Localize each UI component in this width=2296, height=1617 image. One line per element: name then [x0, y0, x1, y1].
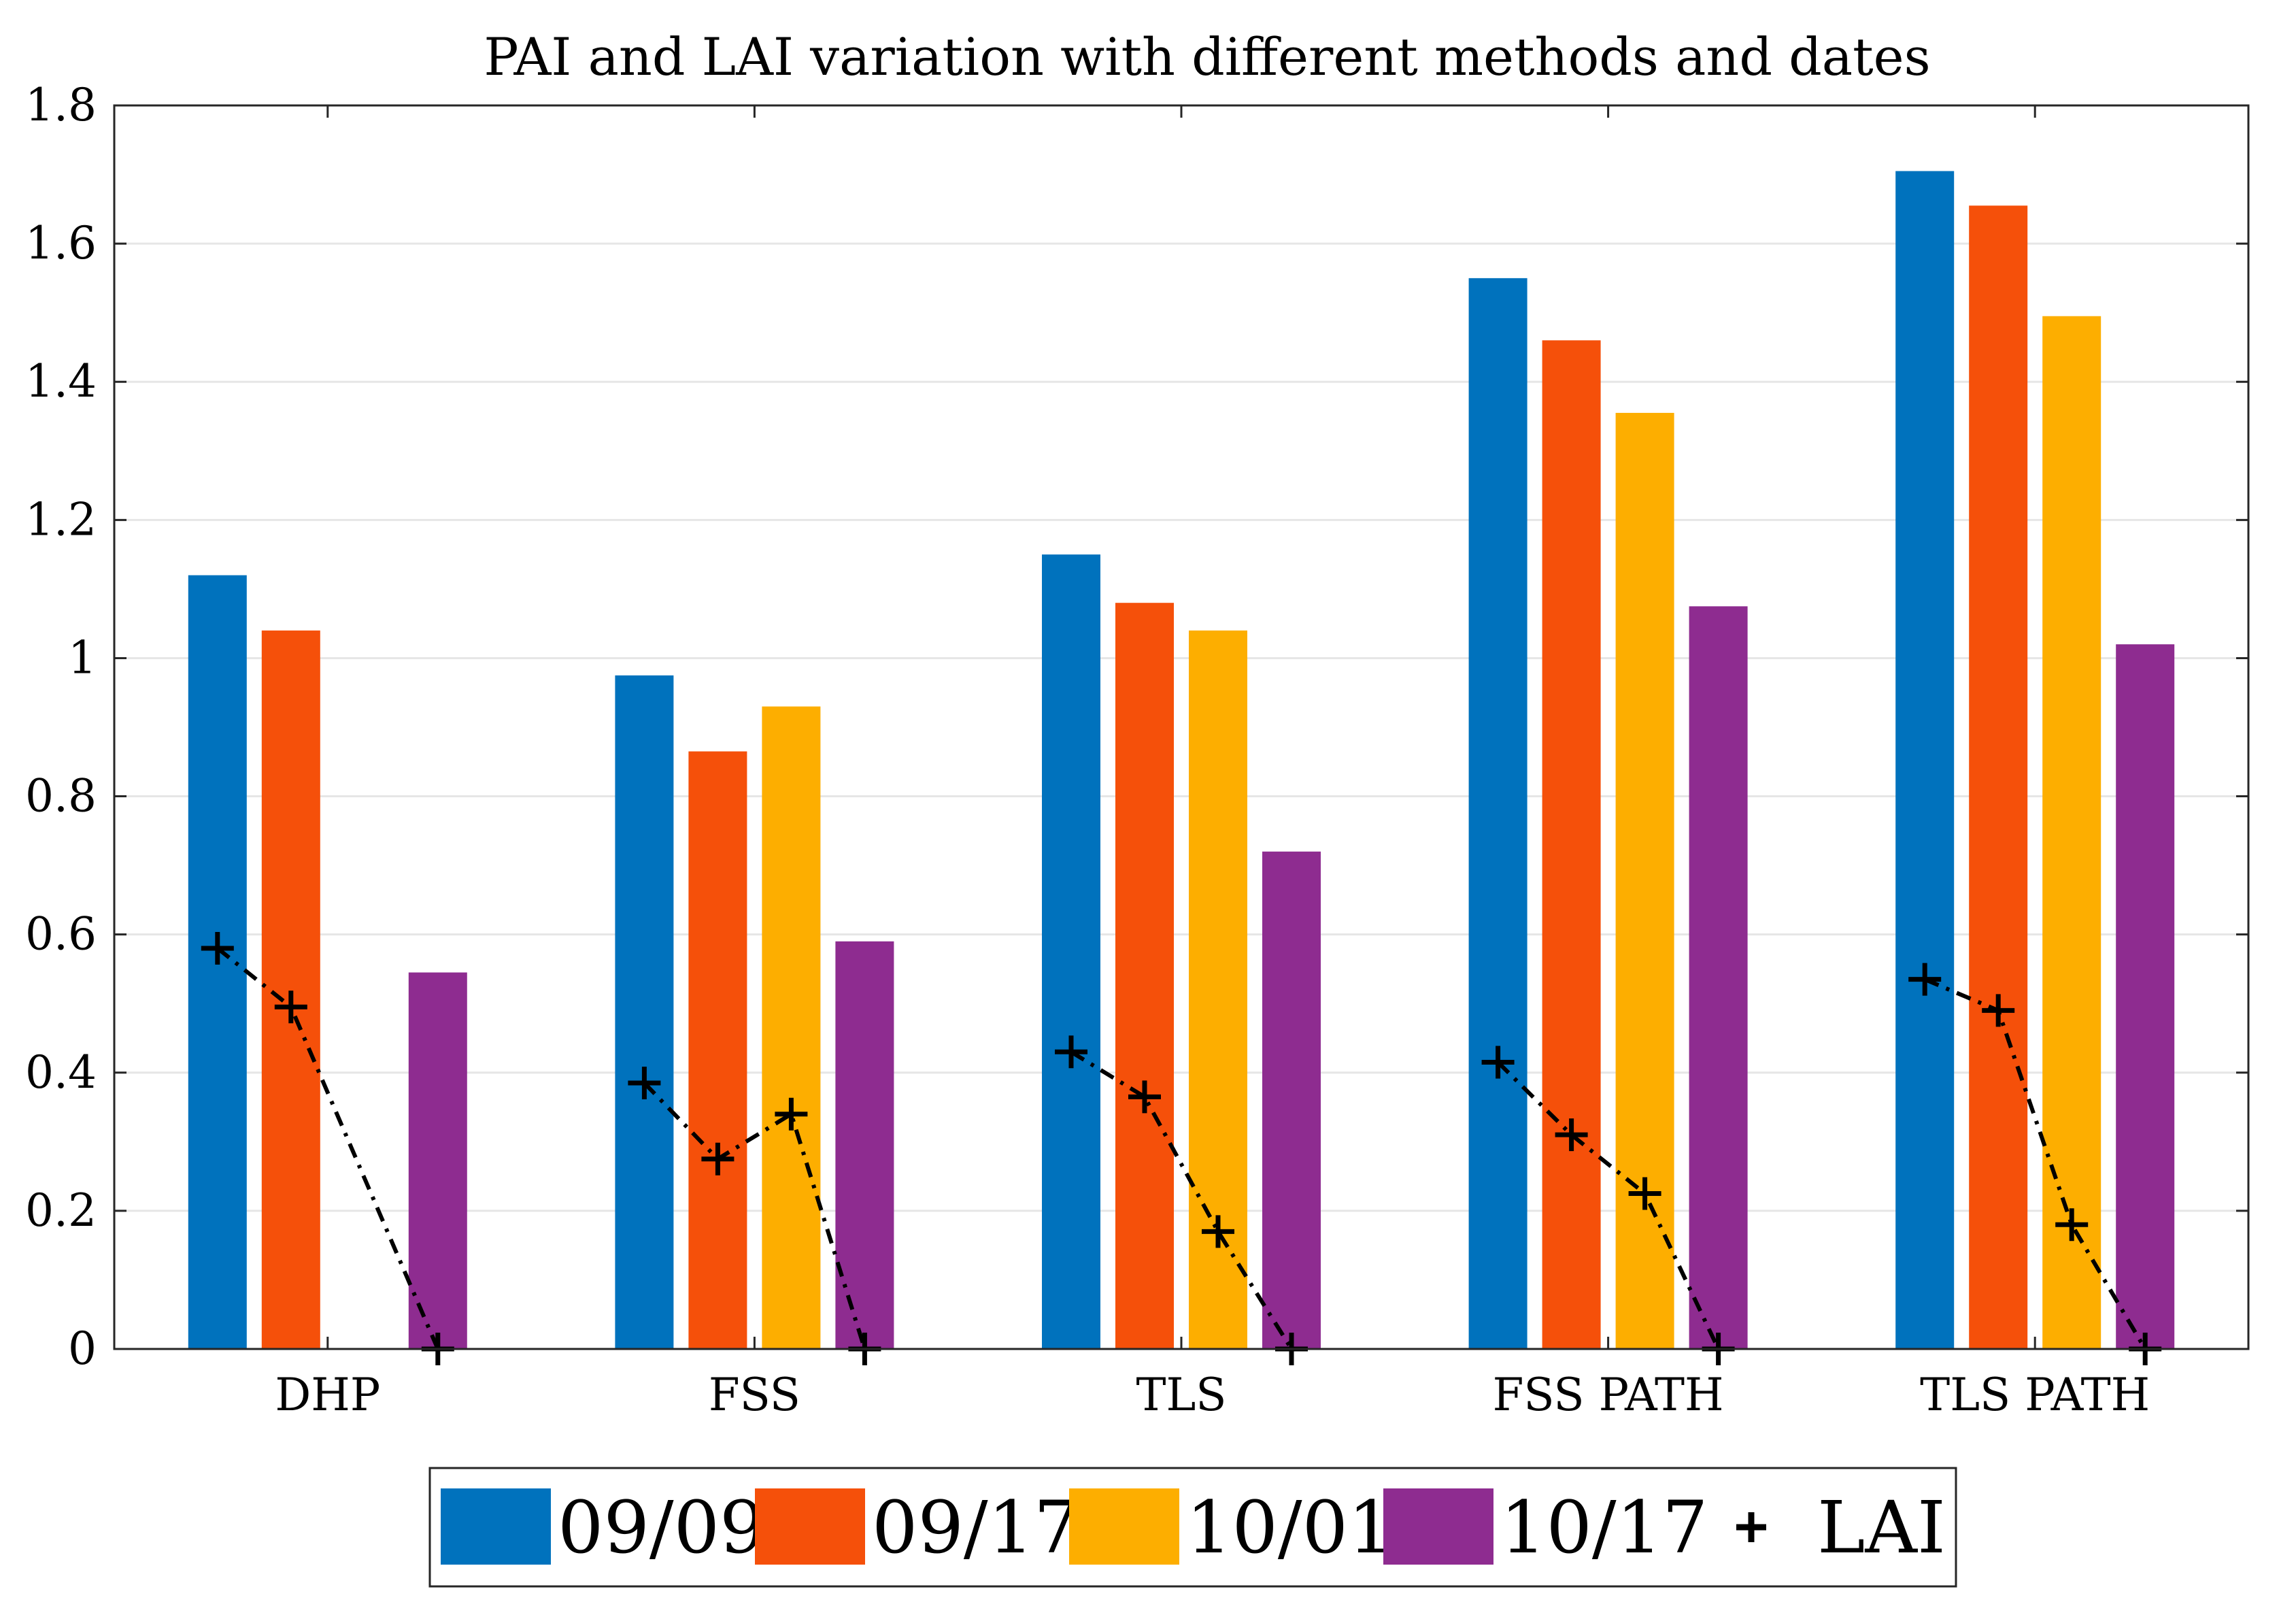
- lai-marker: [1982, 994, 2015, 1027]
- bar: [2042, 316, 2101, 1350]
- lai-line: [1496, 1061, 1721, 1350]
- y-tick-label: 1.4: [25, 355, 97, 407]
- legend-label: 10/01: [1186, 1486, 1394, 1569]
- lai-marker: [201, 931, 234, 965]
- lai-marker: [1481, 1046, 1515, 1079]
- bar: [1042, 554, 1100, 1349]
- bar: [835, 941, 894, 1349]
- bar: [1262, 851, 1321, 1349]
- x-tick-label: FSS PATH: [1493, 1369, 1724, 1421]
- y-tick-label: 1: [68, 631, 97, 684]
- bar: [1689, 606, 1748, 1349]
- lai-series: [201, 931, 2162, 1365]
- lai-marker: [628, 1067, 661, 1100]
- bar: [762, 706, 821, 1349]
- lai-marker: [1628, 1177, 1661, 1210]
- x-tick-label: TLS: [1136, 1369, 1226, 1421]
- lai-marker: [701, 1142, 735, 1176]
- lai-marker: [1128, 1080, 1161, 1114]
- legend-swatch: [1069, 1488, 1179, 1565]
- bar: [688, 751, 747, 1349]
- legend-swatch: [441, 1488, 551, 1565]
- lai-marker: [1555, 1118, 1588, 1152]
- lai-line: [216, 946, 440, 1350]
- bar: [615, 675, 674, 1349]
- lai-line: [1070, 1050, 1294, 1350]
- lai-marker: [1055, 1035, 1087, 1069]
- axes: 0 0.2 0.4 0.6 0.8 1 1.2 1.4 1.6 1.8 DHP FSS TLS FSS P…: [25, 79, 2250, 1421]
- y-tick-label: 0.4: [25, 1046, 97, 1099]
- bar: [2116, 644, 2175, 1350]
- bar: [408, 972, 467, 1349]
- legend-label: 09/09: [558, 1486, 765, 1569]
- chart-title: PAI and LAI variation with different met…: [484, 27, 1930, 87]
- bars: [188, 171, 2175, 1350]
- legend: 09/09 09/17 10/01 10/17 LAI: [428, 1467, 1957, 1588]
- lai-marker: [775, 1097, 808, 1131]
- lai-marker: [274, 990, 307, 1024]
- y-tick-label: 0.8: [25, 770, 97, 822]
- y-tick-label: 1.8: [25, 79, 97, 131]
- legend-label: 09/17: [872, 1486, 1079, 1569]
- bar: [1468, 278, 1527, 1349]
- bar: [1542, 340, 1601, 1350]
- x-tick-label: DHP: [275, 1369, 380, 1421]
- lai-marker: [2055, 1208, 2089, 1241]
- legend-swatch: [755, 1488, 865, 1565]
- y-tick-label: 1.6: [25, 217, 97, 269]
- bar: [1115, 603, 1174, 1350]
- grid-lines: [114, 242, 2248, 1212]
- y-tick-label: 0.6: [25, 908, 97, 961]
- y-tick-label: 0: [68, 1322, 97, 1375]
- legend-swatch: [1383, 1488, 1493, 1565]
- x-tick-label: TLS PATH: [1920, 1369, 2150, 1421]
- y-tick-label: 1.2: [25, 493, 97, 546]
- lai-marker: [1908, 963, 1942, 996]
- bar: [1969, 205, 2028, 1349]
- y-tick-label: 0.2: [25, 1184, 97, 1237]
- legend-label: 10/17: [1500, 1486, 1708, 1569]
- bar: [261, 630, 320, 1349]
- bar: [1895, 171, 1955, 1349]
- legend-lai-marker: [1736, 1512, 1766, 1542]
- lai-marker: [1202, 1215, 1234, 1248]
- x-tick-label: FSS: [709, 1369, 800, 1421]
- lai-line: [1924, 977, 2147, 1350]
- legend-box: [428, 1467, 1957, 1588]
- legend-label: LAI: [1817, 1486, 1946, 1569]
- lai-line: [643, 1081, 867, 1350]
